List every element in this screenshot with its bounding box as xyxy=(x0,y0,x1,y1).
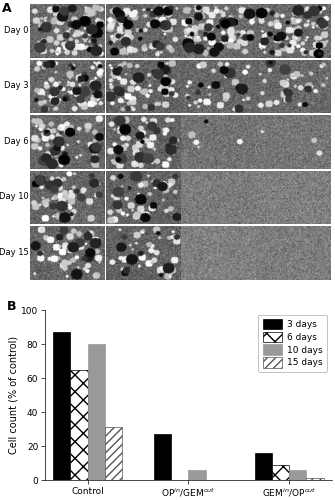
Bar xyxy=(255,453,272,480)
Y-axis label: Cell count (% of control): Cell count (% of control) xyxy=(8,336,18,454)
Bar xyxy=(53,332,70,480)
Text: Day 0: Day 0 xyxy=(4,26,28,35)
Bar xyxy=(188,470,206,480)
Bar xyxy=(105,428,122,480)
Bar xyxy=(87,344,105,480)
Legend: 3 days, 6 days, 10 days, 15 days: 3 days, 6 days, 10 days, 15 days xyxy=(258,314,327,372)
Bar xyxy=(307,478,324,480)
Bar xyxy=(272,464,289,480)
Text: A: A xyxy=(2,2,11,16)
Text: B: B xyxy=(7,300,16,313)
Text: Day 3: Day 3 xyxy=(4,81,28,90)
Bar xyxy=(154,434,171,480)
Bar xyxy=(289,470,307,480)
Bar xyxy=(70,370,87,480)
Text: Day 6: Day 6 xyxy=(4,136,28,146)
Text: Day 15: Day 15 xyxy=(0,248,28,257)
Text: Day 10: Day 10 xyxy=(0,192,28,201)
